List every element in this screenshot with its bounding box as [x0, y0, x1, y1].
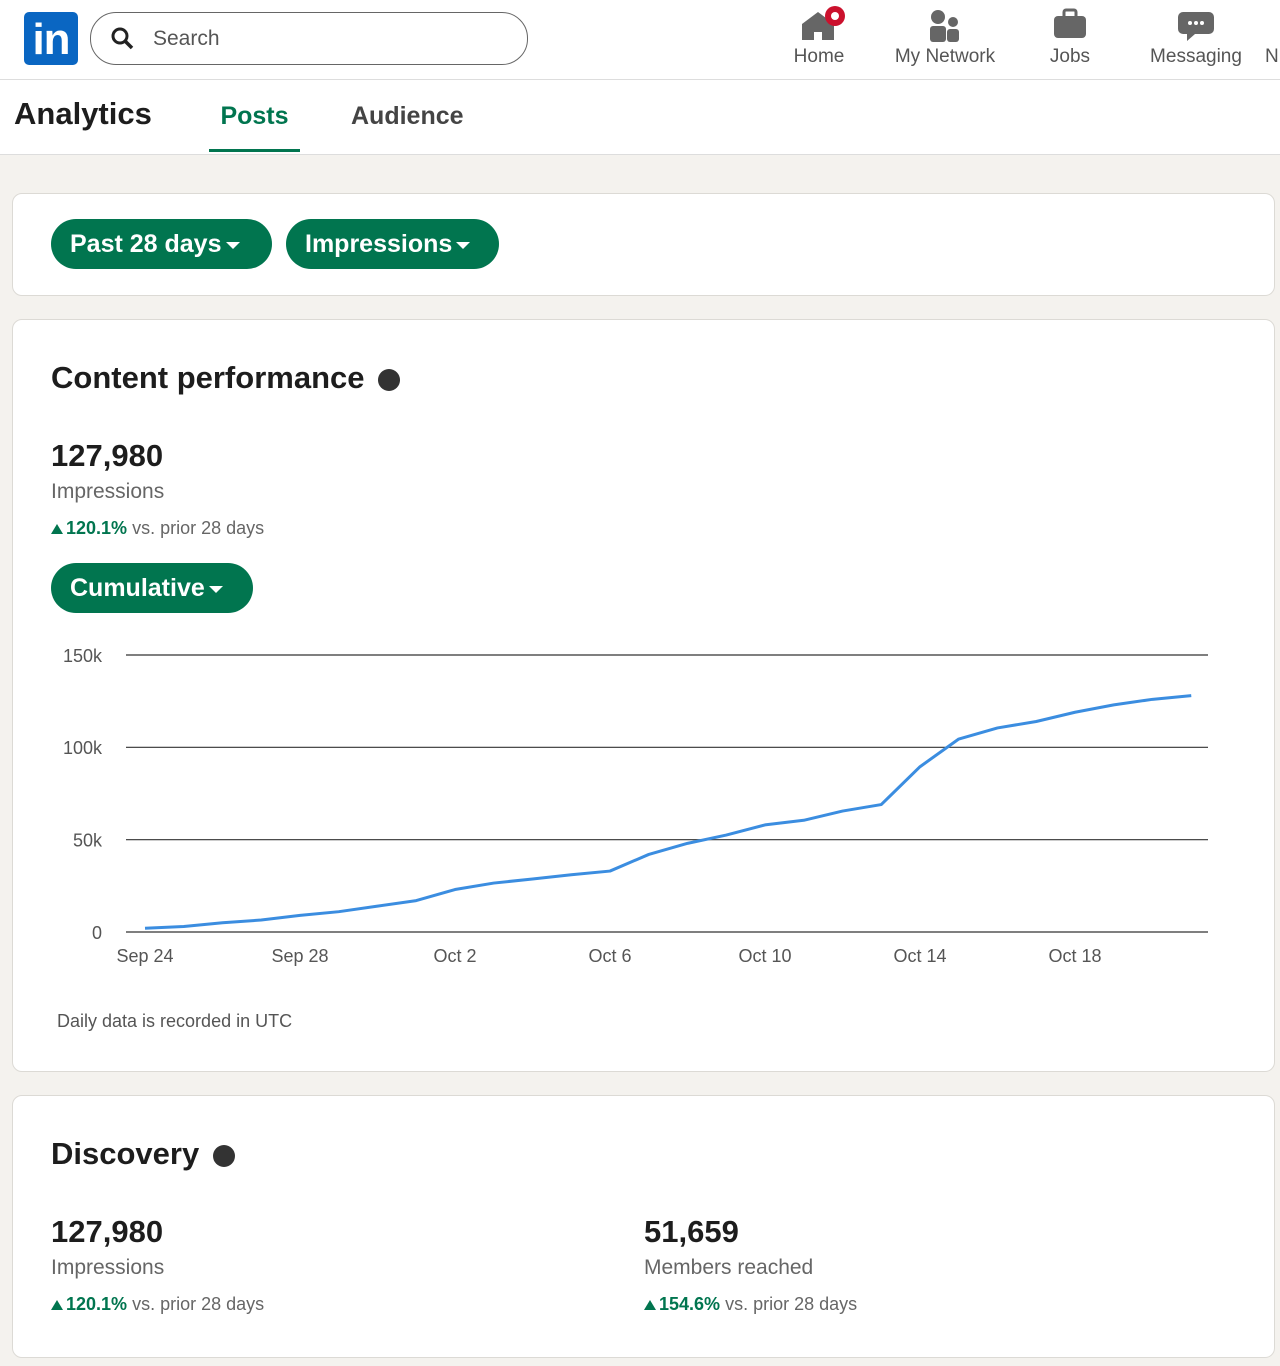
section-title-text: Discovery: [51, 1136, 200, 1171]
tab-underline: [209, 149, 300, 152]
metric-change: 120.1% vs. prior 28 days: [51, 1294, 264, 1315]
chart: 0 50k 100k 150k Sep 24 Sep 28 Oct 2 Oct 6 Oct 10…: [63, 646, 1208, 966]
analytics-header: Analytics Posts Audience: [0, 80, 1280, 155]
x-tick-label: Sep 24: [116, 946, 173, 966]
help-icon[interactable]: [213, 1144, 236, 1167]
x-tick-label: Oct 10: [738, 946, 791, 966]
chart-note: Daily data is recorded in UTC: [57, 1011, 293, 1031]
discovery-card: [12, 1095, 1275, 1358]
network-icon: [930, 10, 959, 42]
change-value: 120.1%: [66, 1294, 128, 1314]
search-box[interactable]: Search: [90, 12, 528, 65]
metric-value: 51,659: [644, 1214, 739, 1249]
x-tick-label: Oct 6: [588, 946, 631, 966]
toggle-label: Cumulative: [70, 574, 205, 602]
home-icon: [802, 6, 845, 40]
x-tick-label: Oct 2: [433, 946, 476, 966]
content-card: [12, 319, 1275, 1072]
y-tick-label: 100k: [63, 738, 103, 758]
data-line: [144, 694, 1192, 930]
page-title: Analytics: [14, 96, 152, 131]
filter-label: Impressions: [305, 230, 453, 258]
section-title: Discovery: [51, 1136, 236, 1172]
y-tick-label: 0: [92, 923, 102, 943]
filter-label: Past 28 days: [70, 230, 222, 258]
top-nav: in Search Home My Network Jobs Messaging…: [0, 0, 1280, 80]
nav-item[interactable]: Home: [793, 46, 845, 67]
help-icon[interactable]: [378, 368, 401, 391]
nav-item[interactable]: Messaging: [1150, 46, 1242, 67]
y-tick-label: 50k: [73, 830, 103, 850]
toggle-button[interactable]: Cumulative: [51, 563, 253, 613]
x-tick-label: Oct 14: [893, 946, 946, 966]
x-tick-label: Oct 18: [1048, 946, 1101, 966]
search-placeholder: Search: [153, 27, 220, 50]
change-value: 154.6%: [659, 1294, 721, 1314]
filter-button[interactable]: Past 28 days: [51, 219, 272, 269]
messaging-icon: [1178, 12, 1214, 41]
logo[interactable]: in: [24, 12, 78, 65]
metric-change: 154.6% vs. prior 28 days: [644, 1294, 857, 1315]
filter-button[interactable]: Impressions: [286, 219, 499, 269]
metric-value: 127,980: [51, 1214, 164, 1249]
metric-label: Members reached: [644, 1256, 814, 1279]
y-tick-label: 150k: [63, 646, 103, 666]
tab[interactable]: Audience: [351, 102, 464, 130]
search-icon: [111, 27, 134, 50]
metric-value: 127,980: [51, 438, 164, 473]
metric-label: Impressions: [51, 1256, 165, 1279]
nav-item[interactable]: My Network: [894, 46, 996, 67]
tab-active[interactable]: Posts: [220, 102, 289, 130]
section-title-text: Content performance: [51, 360, 365, 395]
x-tick-label: Sep 28: [271, 946, 328, 966]
jobs-icon: [1054, 8, 1086, 38]
metric-change: 120.1% vs. prior 28 days: [51, 518, 264, 539]
change-comparison: vs. prior 28 days: [725, 1294, 858, 1314]
nav-item[interactable]: N: [1265, 46, 1279, 67]
nav-item[interactable]: Jobs: [1049, 46, 1091, 67]
change-comparison: vs. prior 28 days: [132, 518, 265, 538]
section-title: Content performance: [51, 360, 401, 396]
metric-label: Impressions: [51, 480, 165, 503]
change-comparison: vs. prior 28 days: [132, 1294, 265, 1314]
change-value: 120.1%: [66, 518, 128, 538]
